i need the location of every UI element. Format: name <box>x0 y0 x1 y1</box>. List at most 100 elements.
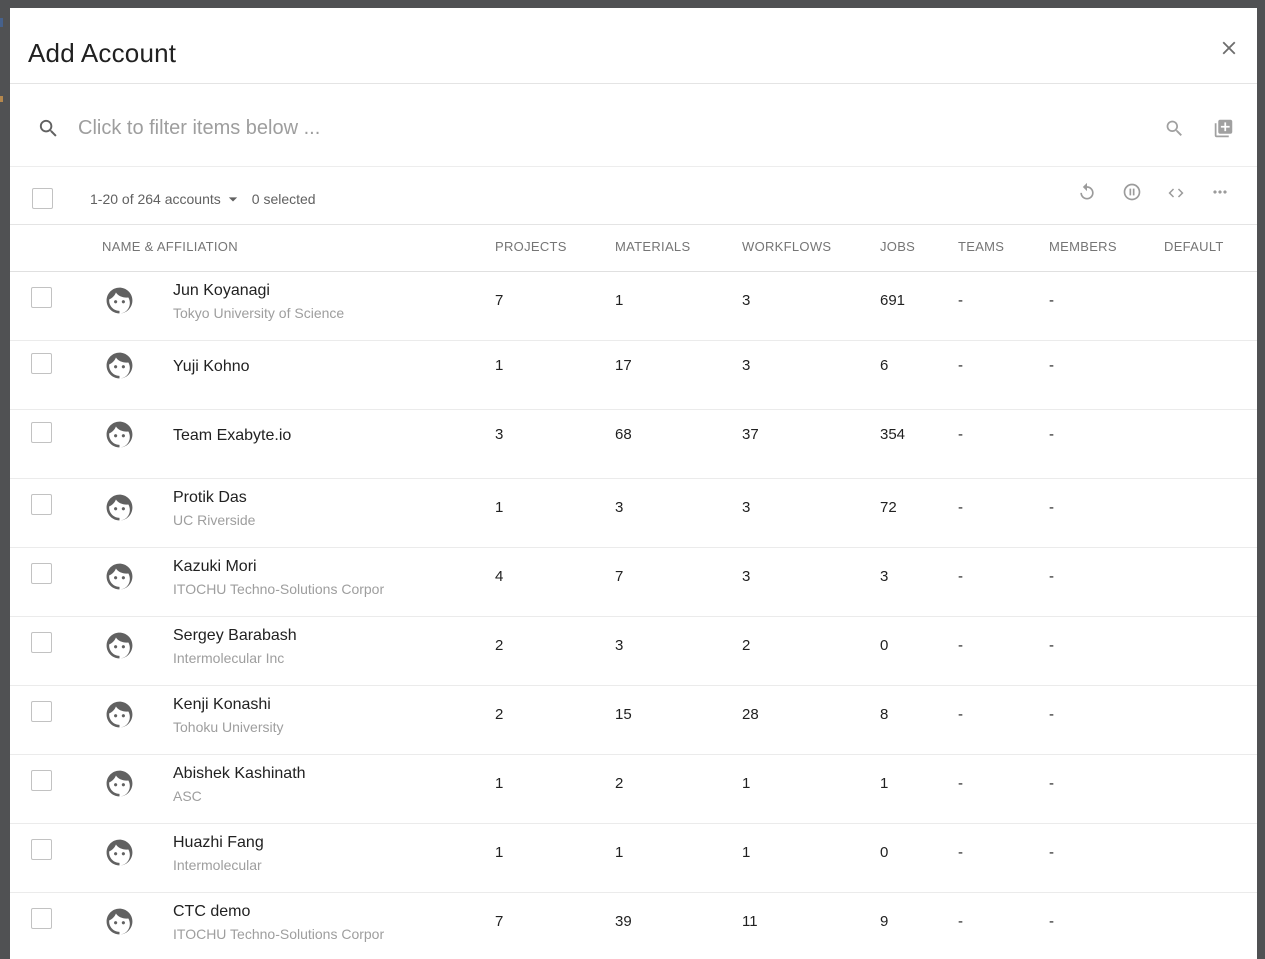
avatar <box>95 561 165 592</box>
add-selected-button[interactable] <box>1213 118 1234 139</box>
members-count: - <box>1049 498 1054 516</box>
search-button[interactable] <box>1164 118 1185 139</box>
row-checkbox-cell <box>10 352 95 379</box>
members-count: - <box>1049 774 1054 792</box>
table-row[interactable]: Abishek Kashinath ASC 1 2 1 1 - - <box>10 755 1257 824</box>
column-header-jobs[interactable]: JOBS <box>880 238 916 254</box>
teams-count: - <box>958 912 963 930</box>
members-count: - <box>1049 636 1054 654</box>
row-checkbox[interactable] <box>31 770 52 792</box>
account-list: Jun Koyanagi Tokyo University of Science… <box>10 272 1257 959</box>
account-affiliation: Tohoku University <box>173 718 284 735</box>
jobs-count: 6 <box>880 357 889 375</box>
members-count: - <box>1049 843 1054 861</box>
column-header-teams[interactable]: TEAMS <box>958 238 1005 254</box>
members-count: - <box>1049 426 1054 444</box>
account-name: Kenji Konashi <box>173 695 271 713</box>
row-checkbox[interactable] <box>31 287 52 309</box>
filter-input[interactable] <box>76 116 1164 141</box>
face-icon <box>106 839 133 866</box>
backdrop-sliver-orange <box>0 96 3 102</box>
table-row[interactable]: CTC demo ITOCHU Techno-Solutions Corpor … <box>10 893 1257 959</box>
members-count: - <box>1049 912 1054 930</box>
row-checkbox[interactable] <box>31 701 52 723</box>
column-header-members[interactable]: MEMBERS <box>1049 238 1117 254</box>
workflows-count: 28 <box>742 705 759 723</box>
refresh-button[interactable] <box>1077 182 1097 202</box>
jobs-count: 0 <box>880 636 889 654</box>
account-name: Huazhi Fang <box>173 833 264 851</box>
teams-count: - <box>958 426 963 444</box>
members-count: - <box>1049 291 1054 309</box>
row-checkbox-cell <box>10 421 95 448</box>
column-header-default[interactable]: DEFAULT <box>1164 238 1224 254</box>
table-row[interactable]: Kenji Konashi Tohoku University 2 15 28 … <box>10 686 1257 755</box>
materials-count: 2 <box>615 774 624 792</box>
teams-count: - <box>958 498 963 516</box>
column-header-materials[interactable]: MATERIALS <box>615 238 691 254</box>
row-checkbox[interactable] <box>31 421 52 443</box>
filter-bar <box>10 84 1257 167</box>
row-checkbox-cell <box>10 287 95 313</box>
materials-count: 39 <box>615 912 632 930</box>
table-row[interactable]: Team Exabyte.io 3 68 37 354 - - <box>10 410 1257 479</box>
projects-count: 2 <box>495 636 504 654</box>
face-icon <box>106 908 133 935</box>
projects-count: 1 <box>495 843 504 861</box>
name-affiliation-cell: Kazuki Mori ITOCHU Techno-Solutions Corp… <box>165 554 495 599</box>
jobs-count: 9 <box>880 912 889 930</box>
table-row[interactable]: Kazuki Mori ITOCHU Techno-Solutions Corp… <box>10 548 1257 617</box>
avatar <box>95 906 165 937</box>
teams-count: - <box>958 636 963 654</box>
face-icon <box>106 352 133 379</box>
row-checkbox-cell <box>10 770 95 796</box>
row-checkbox[interactable] <box>31 352 52 374</box>
backdrop-sliver-blue <box>0 18 3 27</box>
row-checkbox[interactable] <box>31 632 52 654</box>
materials-count: 15 <box>615 705 632 723</box>
row-checkbox[interactable] <box>31 908 52 930</box>
workflows-count: 1 <box>742 774 751 792</box>
select-all-checkbox[interactable] <box>32 188 53 209</box>
account-affiliation: Tokyo University of Science <box>173 304 345 321</box>
materials-count: 3 <box>615 636 624 654</box>
face-icon <box>106 563 133 590</box>
column-header-projects[interactable]: PROJECTS <box>495 238 567 254</box>
table-row[interactable]: Protik Das UC Riverside 1 3 3 72 - - <box>10 479 1257 548</box>
column-header-name-affiliation[interactable]: NAME & AFFILIATION <box>102 238 238 254</box>
code-view-button[interactable] <box>1167 182 1185 202</box>
table-row[interactable]: Jun Koyanagi Tokyo University of Science… <box>10 272 1257 341</box>
workflows-count: 3 <box>742 357 751 375</box>
pause-button[interactable] <box>1122 182 1142 202</box>
jobs-count: 691 <box>880 291 906 309</box>
face-icon <box>106 770 133 797</box>
account-name: CTC demo <box>173 902 251 920</box>
table-row[interactable]: Sergey Barabash Intermolecular Inc 2 3 2… <box>10 617 1257 686</box>
selected-count: 0 selected <box>251 190 316 207</box>
table-row[interactable]: Yuji Kohno 1 17 3 6 - - <box>10 341 1257 410</box>
materials-count: 1 <box>615 291 624 309</box>
library-add-icon <box>1214 119 1233 138</box>
projects-count: 4 <box>495 567 504 585</box>
account-affiliation: Intermolecular <box>173 856 262 873</box>
list-toolbar: 1-20 of 264 accounts 0 selected <box>10 167 1257 225</box>
table-row[interactable]: Huazhi Fang Intermolecular 1 1 1 0 - - <box>10 824 1257 893</box>
members-count: - <box>1049 705 1054 723</box>
close-button[interactable] <box>1217 37 1241 61</box>
column-header-workflows[interactable]: WORKFLOWS <box>742 238 832 254</box>
name-affiliation-cell: Huazhi Fang Intermolecular <box>165 830 495 875</box>
filter-actions <box>1164 118 1234 139</box>
teams-count: - <box>958 567 963 585</box>
pagination-range[interactable]: 1-20 of 264 accounts <box>90 190 221 207</box>
row-checkbox[interactable] <box>31 839 52 861</box>
more-options-button[interactable] <box>1210 182 1230 202</box>
row-checkbox[interactable] <box>31 494 52 516</box>
add-account-modal: Add Account 1-20 of 264 accounts 0 selec… <box>10 8 1257 959</box>
teams-count: - <box>958 843 963 861</box>
row-checkbox-cell <box>10 632 95 658</box>
chevron-down-icon[interactable] <box>223 189 243 209</box>
name-affiliation-cell: Abishek Kashinath ASC <box>165 761 495 806</box>
row-checkbox[interactable] <box>31 563 52 585</box>
account-name: Kazuki Mori <box>173 557 257 575</box>
members-count: - <box>1049 357 1054 375</box>
